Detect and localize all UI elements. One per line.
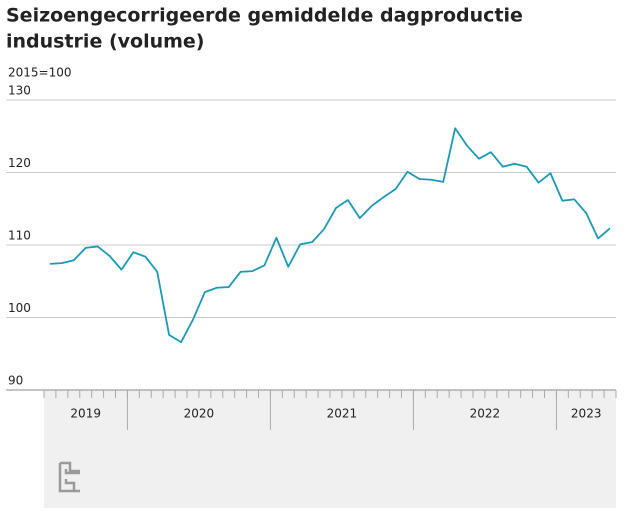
x-tick-label: 2019 [70, 407, 101, 421]
data-line [49, 127, 611, 344]
y-tick-label: 130 [8, 84, 31, 98]
x-tick-label: 2022 [470, 407, 501, 421]
y-unit-label: 2015=100 [8, 66, 72, 80]
y-tick-label: 90 [8, 374, 23, 388]
x-tick-label: 2023 [571, 407, 602, 421]
y-tick-label: 120 [8, 156, 31, 170]
cbs-logo [58, 461, 80, 493]
chart-title: industrie (volume) [6, 31, 204, 53]
x-tick-label: 2020 [184, 407, 215, 421]
chart-title: Seizoengecorrigeerde gemiddelde dagprodu… [6, 5, 523, 27]
footer-panel [44, 430, 616, 508]
x-tick-label: 2021 [327, 407, 358, 421]
y-tick-label: 110 [8, 229, 31, 243]
y-tick-label: 100 [8, 301, 31, 315]
